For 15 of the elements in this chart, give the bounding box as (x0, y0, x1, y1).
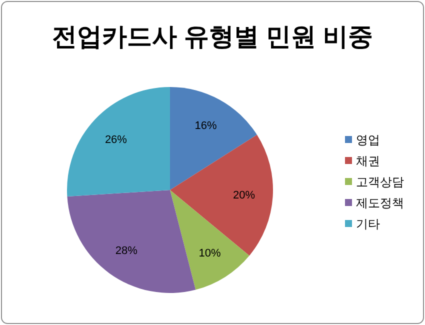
chart-title: 전업카드사 유형별 민원 비중 (52, 23, 373, 51)
pie-slice (67, 190, 196, 293)
data-label: 26% (104, 134, 128, 146)
legend-label: 고객상담 (356, 175, 404, 190)
pie-slice (67, 87, 170, 196)
pie-slice (170, 134, 273, 256)
data-label: 20% (233, 190, 256, 202)
data-label: 28% (115, 244, 138, 257)
data-label: 10% (198, 247, 221, 260)
legend-label: 채권 (356, 154, 380, 168)
legend-label: 기타 (356, 217, 380, 232)
pie-slice (170, 87, 257, 190)
legend-label: 제도정책 (356, 196, 404, 210)
data-label: 16% (194, 120, 217, 132)
legend-label: 영업 (356, 133, 380, 148)
